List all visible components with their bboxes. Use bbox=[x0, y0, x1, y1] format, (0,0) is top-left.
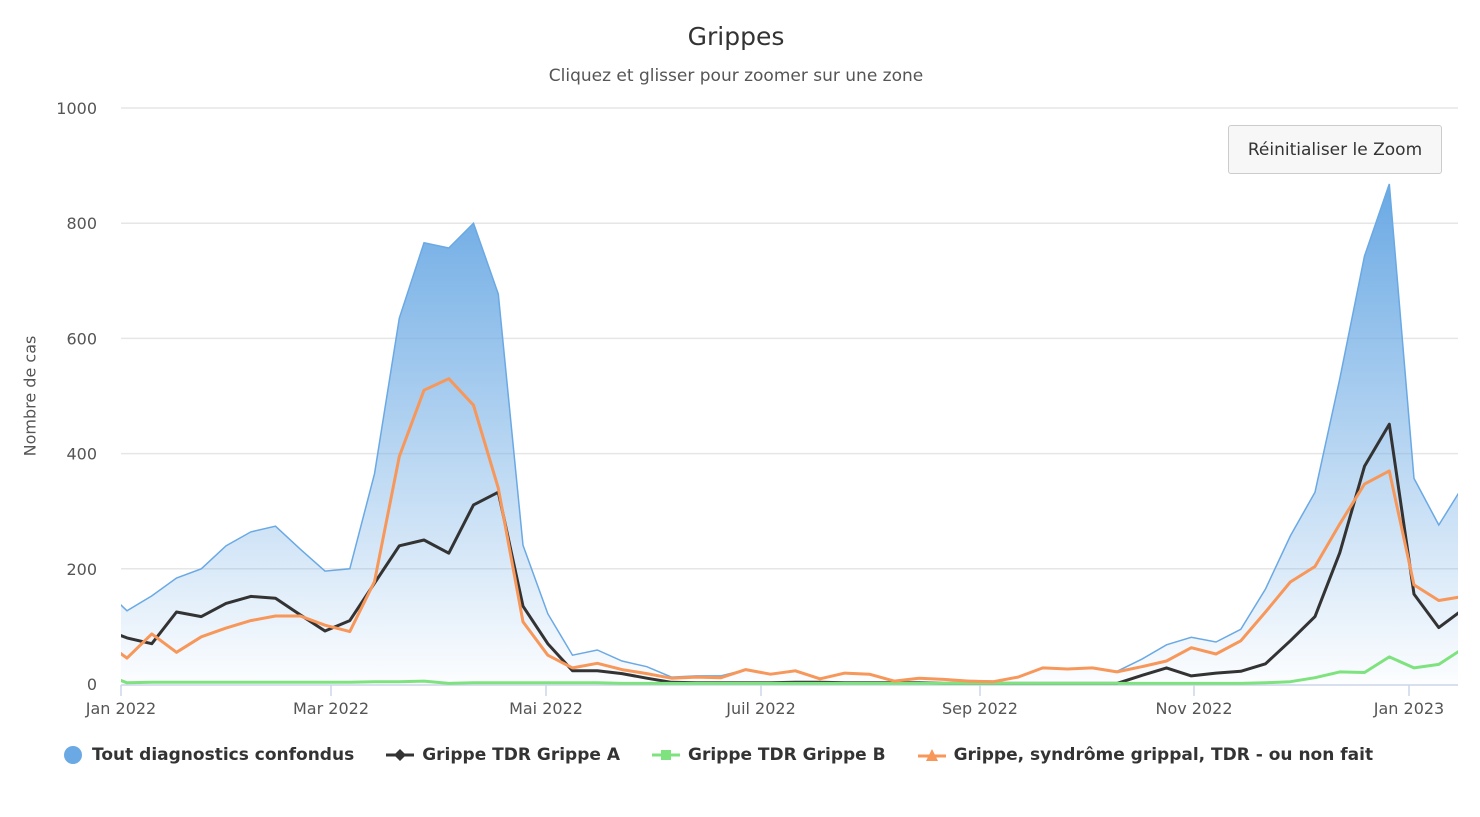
legend-item-syndrome-grippal[interactable]: Grippe, syndrôme grippal, TDR - ou non f… bbox=[917, 745, 1374, 765]
legend-label: Grippe, syndrôme grippal, TDR - ou non f… bbox=[953, 745, 1374, 765]
legend-label: Grippe TDR Grippe A bbox=[422, 745, 620, 765]
svg-text:Nov 2022: Nov 2022 bbox=[1155, 699, 1232, 718]
reset-zoom-button[interactable]: Réinitialiser le Zoom bbox=[1228, 125, 1442, 174]
svg-text:Juil 2022: Juil 2022 bbox=[725, 699, 796, 718]
svg-text:Mai 2022: Mai 2022 bbox=[509, 699, 583, 718]
svg-text:600: 600 bbox=[66, 329, 97, 348]
grid-lines bbox=[121, 107, 1458, 686]
svg-text:Sep 2022: Sep 2022 bbox=[942, 699, 1018, 718]
square-icon bbox=[651, 750, 680, 760]
chart-subtitle: Cliquez et glisser pour zoomer sur une z… bbox=[548, 66, 924, 86]
chart-title: Grippes bbox=[687, 22, 785, 51]
svg-text:400: 400 bbox=[66, 445, 97, 464]
legend-item-tout-diagnostics[interactable]: Tout diagnostics confondus bbox=[62, 744, 354, 766]
svg-text:200: 200 bbox=[66, 560, 97, 579]
diamond-icon bbox=[386, 749, 415, 761]
triangle-icon bbox=[917, 749, 946, 761]
x-axis-ticks: Jan 2022 Mar 2022 Mai 2022 Juil 2022 Sep 202… bbox=[85, 685, 1444, 718]
legend-label: Tout diagnostics confondus bbox=[92, 745, 355, 765]
legend: Tout diagnostics confondus Grippe TDR Gr… bbox=[62, 744, 1405, 766]
svg-text:Jan 2022: Jan 2022 bbox=[85, 699, 156, 718]
legend-item-grippe-a[interactable]: Grippe TDR Grippe A bbox=[386, 745, 620, 765]
circle-icon bbox=[64, 746, 82, 764]
svg-text:0: 0 bbox=[87, 675, 97, 694]
y-axis-ticks: 0 200 400 600 800 1000 bbox=[56, 99, 97, 694]
legend-item-grippe-b[interactable]: Grippe TDR Grippe B bbox=[651, 745, 886, 765]
series-group bbox=[121, 183, 1458, 685]
svg-text:Mar 2022: Mar 2022 bbox=[293, 699, 369, 718]
legend-label: Grippe TDR Grippe B bbox=[687, 745, 886, 765]
svg-text:Jan 2023: Jan 2023 bbox=[1373, 699, 1444, 718]
svg-text:800: 800 bbox=[66, 214, 97, 233]
svg-text:1000: 1000 bbox=[56, 99, 97, 118]
